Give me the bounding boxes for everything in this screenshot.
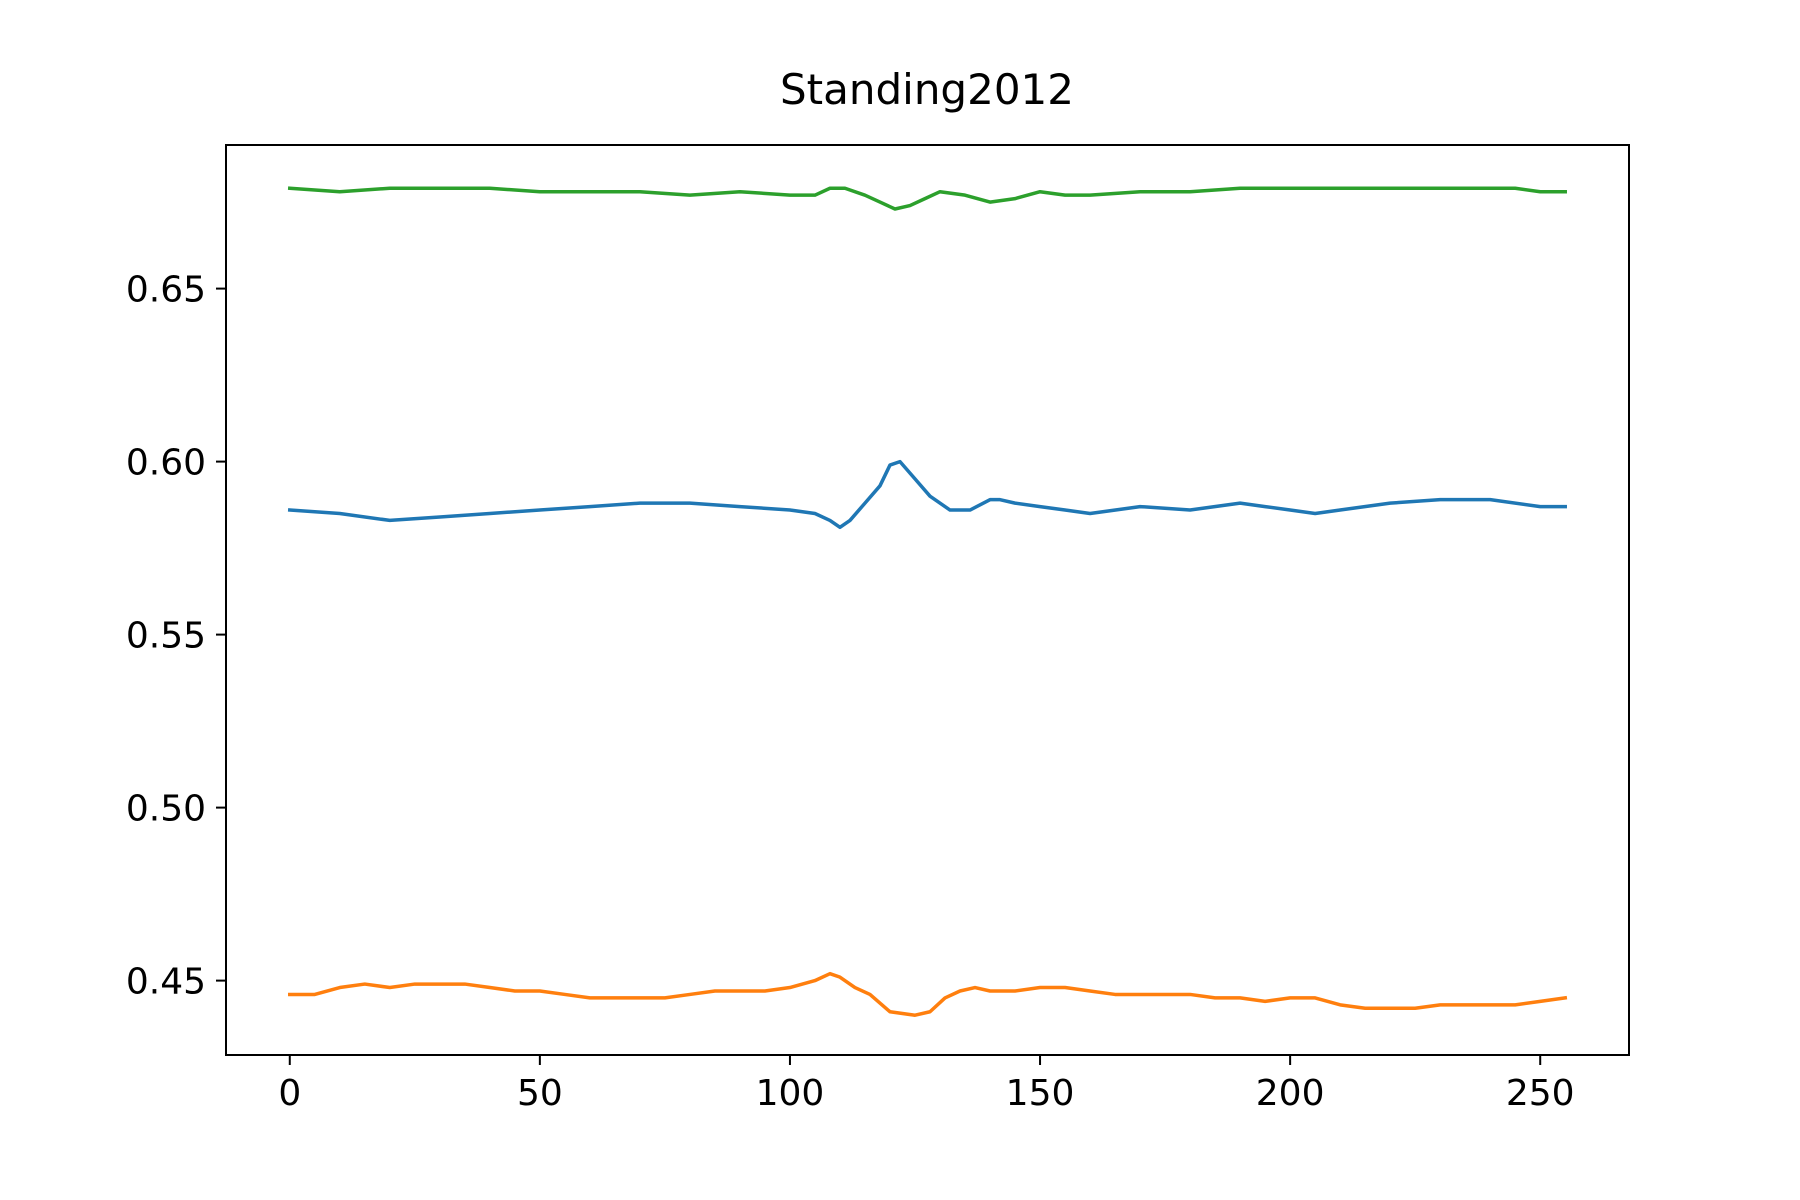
y-tick-label: 0.50	[126, 789, 206, 830]
x-tick-label: 100	[756, 1073, 825, 1114]
series-layer	[287, 186, 1568, 1017]
x-tick-label: 150	[1006, 1073, 1075, 1114]
x-tick-label: 250	[1506, 1073, 1575, 1114]
series-line-3	[287, 186, 1567, 211]
plot-area-frame	[225, 144, 1630, 1056]
y-axis-ticks: 0.45 0.50 0.55 0.60 0.65	[126, 270, 226, 1003]
x-tick-label: 0	[278, 1073, 301, 1114]
y-tick-label: 0.45	[126, 962, 206, 1003]
y-tick-label: 0.60	[126, 443, 206, 484]
y-tick-label: 0.55	[126, 616, 206, 657]
x-tick-label: 50	[517, 1073, 563, 1114]
x-tick-label: 200	[1256, 1073, 1325, 1114]
chart-title: Standing2012	[780, 65, 1074, 114]
series-line-1	[287, 459, 1567, 530]
x-axis-ticks: 0 50 100 150 200 250	[278, 1055, 1575, 1114]
series-line-2	[288, 971, 1568, 1017]
y-tick-label: 0.65	[126, 270, 206, 311]
